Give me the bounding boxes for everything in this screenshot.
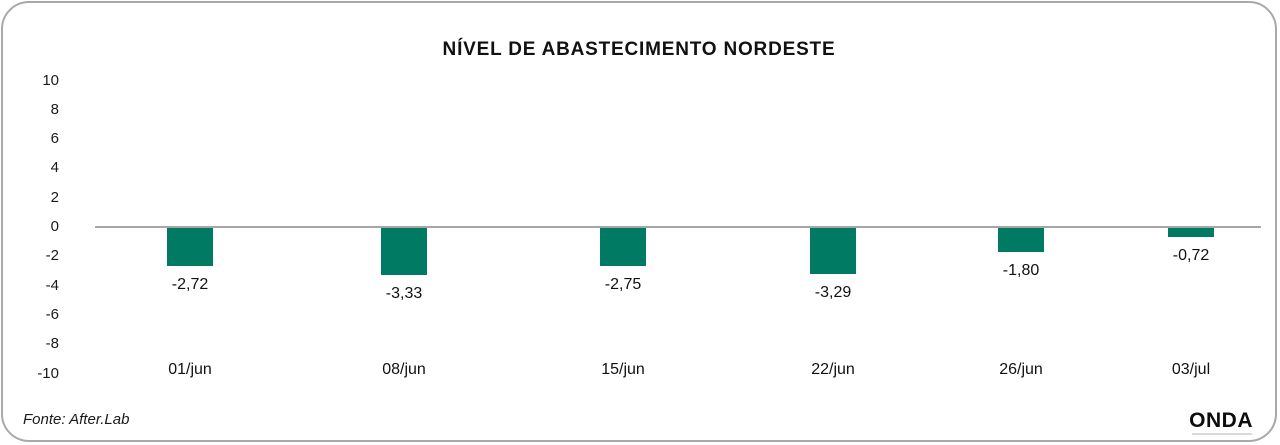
bar-value-label: -1,80 [1002,262,1040,280]
y-axis-tick-label: -8 [45,335,59,353]
y-axis-tick-label: 10 [42,71,59,89]
bar-01-jun [167,226,213,266]
y-axis-tick-label: -6 [45,305,59,323]
y-axis-tick-label: 2 [50,188,59,206]
zero-axis-line [95,226,1261,228]
y-axis-tick-label: 8 [50,100,59,118]
bar-value-label: -2,75 [604,276,642,294]
bar-15-jun [600,226,646,267]
y-axis-tick-label: -4 [45,276,59,294]
x-axis-tick-label: 15/jun [601,361,645,378]
source-note: Fonte: After.Lab [23,411,130,428]
y-axis-tick-label: -10 [37,364,59,382]
x-axis-tick-label: 22/jun [811,361,855,378]
plot-area: 10 8 6 4 2 0 -2 -4 -6 -8 -10 -2,72 01/jun -3,33 08/jun… [3,3,1275,440]
bar-value-label: -3,33 [385,284,423,302]
y-axis-tick-label: 6 [50,130,59,148]
bar-value-label: -2,72 [171,275,209,293]
y-axis-tick-label: 4 [50,159,59,177]
bar-26-jun [998,226,1044,253]
x-axis-tick-label: 01/jun [168,361,212,378]
bar-03-jul [1168,226,1214,237]
x-axis-tick-label: 26/jun [999,361,1043,378]
chart-title: NÍVEL DE ABASTECIMENTO NORDESTE [442,39,836,60]
onda-logo-tagline [1192,433,1252,435]
y-axis-tick-label: 0 [50,218,59,235]
y-axis-tick-label: -2 [45,247,59,265]
x-axis-tick-label: 08/jun [382,361,426,378]
onda-logo: ONDA [1189,409,1253,432]
bar-08-jun [381,226,427,275]
bar-value-label: -0,72 [1172,246,1210,264]
bar-value-label: -3,29 [814,284,852,302]
x-axis-tick-label: 03/jul [1171,361,1211,378]
bar-22-jun [810,226,856,275]
